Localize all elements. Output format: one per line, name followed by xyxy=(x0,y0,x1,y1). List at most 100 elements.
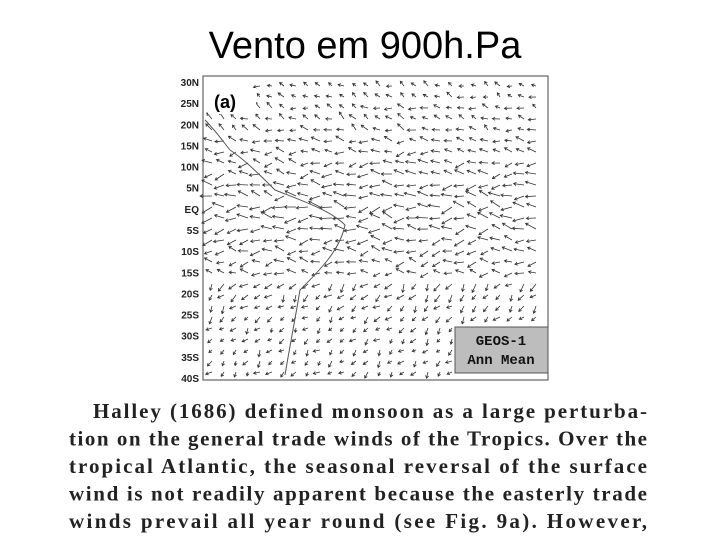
wind-vector xyxy=(454,250,465,256)
wind-vector xyxy=(492,126,501,131)
wind-vector xyxy=(293,349,297,356)
wind-vector xyxy=(350,360,357,365)
wind-vector xyxy=(421,316,429,321)
wind-vector xyxy=(466,169,477,175)
wind-vector xyxy=(351,92,357,98)
wind-vector xyxy=(332,216,345,221)
wind-vector xyxy=(248,206,261,211)
wind-vector xyxy=(531,316,537,322)
wind-vector xyxy=(319,226,333,231)
wind-vector xyxy=(217,283,225,292)
wind-vector xyxy=(419,250,429,257)
wind-vector xyxy=(226,228,237,234)
wind-vector xyxy=(339,338,345,343)
wind-vector xyxy=(359,250,369,257)
wind-vector xyxy=(385,93,393,98)
wind-vector xyxy=(406,128,417,133)
wind-vector xyxy=(453,183,465,188)
wind-vector xyxy=(299,256,309,263)
wind-vector xyxy=(372,106,381,111)
wind-vector xyxy=(429,216,441,221)
wind-vector xyxy=(360,294,369,300)
wind-vector xyxy=(396,103,405,109)
wind-vector xyxy=(314,82,321,87)
wind-vector xyxy=(338,316,345,321)
wind-vector xyxy=(326,338,333,343)
wind-vector xyxy=(517,93,525,98)
wind-vector xyxy=(249,239,261,243)
wind-vector xyxy=(418,238,429,243)
wind-vector xyxy=(527,117,537,122)
wind-vector xyxy=(227,159,237,164)
wind-vector xyxy=(408,137,417,142)
wind-vector xyxy=(215,158,225,164)
wind-vector xyxy=(443,148,453,153)
wind-vector xyxy=(265,349,273,354)
wind-vector xyxy=(324,270,333,275)
wind-vector xyxy=(239,305,249,310)
wind-vector xyxy=(505,128,513,133)
wind-vector xyxy=(375,294,381,303)
wind-vector xyxy=(478,147,489,153)
wind-vector xyxy=(526,127,537,132)
wind-vector xyxy=(321,246,333,252)
wind-vector xyxy=(232,124,237,131)
wind-vector xyxy=(315,305,321,311)
wind-vector xyxy=(219,338,225,342)
wind-vector xyxy=(384,128,393,133)
wind-vector xyxy=(430,159,441,164)
wind-vector xyxy=(290,94,297,98)
wind-vector xyxy=(286,184,297,189)
wind-vector xyxy=(500,206,513,212)
wind-vector xyxy=(449,338,454,345)
wind-vector xyxy=(252,371,261,375)
wind-vector xyxy=(352,83,357,87)
wind-vector xyxy=(300,162,309,167)
wind-vector xyxy=(512,182,525,186)
wind-vector xyxy=(204,371,213,376)
slide-title: Vento em 900h.Pa xyxy=(209,25,523,67)
wind-vector xyxy=(332,182,345,187)
wind-vector xyxy=(279,103,285,109)
wind-vector xyxy=(425,338,429,347)
wind-vector xyxy=(284,190,297,197)
wind-vector xyxy=(257,360,261,369)
wind-vector xyxy=(396,294,405,300)
wind-vector xyxy=(263,139,272,143)
wind-vector xyxy=(358,259,369,263)
wind-vector xyxy=(396,140,405,145)
wind-vector xyxy=(308,237,321,242)
coastline xyxy=(204,119,231,151)
wind-vector xyxy=(310,147,321,153)
wind-vector xyxy=(215,260,225,265)
wind-vector xyxy=(371,258,381,263)
wind-vector xyxy=(267,337,273,342)
wind-vector xyxy=(218,326,225,331)
wind-vector xyxy=(517,127,525,131)
wind-vector xyxy=(351,103,357,109)
wind-vector xyxy=(364,316,369,325)
wind-vector xyxy=(459,294,465,302)
wind-vector xyxy=(253,327,261,332)
wind-vector xyxy=(370,168,381,175)
wind-vector xyxy=(448,327,453,333)
wind-vector xyxy=(359,283,369,288)
wind-vector xyxy=(481,103,489,109)
wind-vector xyxy=(515,148,525,153)
wind-vector xyxy=(358,184,369,190)
wind-vector xyxy=(362,360,369,365)
wind-vector xyxy=(265,261,273,267)
wind-vector xyxy=(216,294,225,299)
wind-vector xyxy=(382,239,393,245)
wind-vector xyxy=(313,94,321,99)
wind-vector xyxy=(424,294,429,303)
wind-vector xyxy=(398,327,405,334)
wind-vector xyxy=(203,257,213,263)
wind-vector xyxy=(443,159,453,164)
wind-vector xyxy=(274,157,285,164)
wind-vector xyxy=(303,338,309,345)
wind-vector xyxy=(482,294,489,299)
wind-vector xyxy=(265,305,273,310)
wind-vector xyxy=(421,126,429,131)
wind-vector xyxy=(223,192,237,197)
